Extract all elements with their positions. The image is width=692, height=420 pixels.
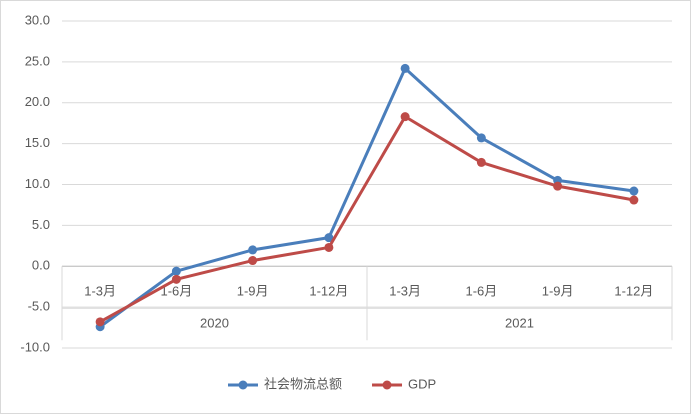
legend-marker (382, 380, 392, 390)
group-label: 2021 (505, 316, 534, 331)
legend-label: 社会物流总额 (264, 376, 342, 391)
data-point (95, 317, 105, 327)
y-tick-label: 25.0 (25, 53, 50, 68)
x-tick-label: 1-3月 (84, 284, 116, 299)
data-point (324, 233, 334, 243)
x-tick-label: 1-9月 (237, 284, 269, 299)
y-tick-label: 20.0 (25, 94, 50, 109)
y-tick-label: 30.0 (25, 12, 50, 27)
legend-marker (238, 380, 248, 390)
x-tick-label: 1-3月 (389, 284, 421, 299)
y-tick-label: 0.0 (32, 258, 50, 273)
data-point (476, 157, 486, 167)
data-point (400, 63, 410, 73)
y-tick-label: 5.0 (32, 217, 50, 232)
y-tick-label: -10.0 (20, 339, 50, 354)
data-point (248, 245, 258, 255)
data-point (324, 242, 334, 252)
data-point (171, 266, 181, 276)
data-point (476, 133, 486, 143)
y-tick-label: -5.0 (28, 299, 50, 314)
group-label: 2020 (200, 316, 229, 331)
data-point (400, 112, 410, 122)
data-point (629, 186, 639, 196)
series-line (99, 66, 635, 328)
data-point (553, 181, 563, 191)
legend-label: GDP (408, 376, 436, 391)
y-tick-label: 15.0 (25, 135, 50, 150)
x-tick-label: 1-12月 (309, 284, 348, 299)
x-tick-label: 1-6月 (465, 284, 497, 299)
x-tick-label: 1-12月 (614, 284, 653, 299)
data-point (171, 274, 181, 284)
y-tick-label: 10.0 (25, 176, 50, 191)
data-point (629, 195, 639, 205)
data-point (248, 256, 258, 266)
series-line (99, 115, 635, 324)
x-tick-label: 1-9月 (542, 284, 574, 299)
x-tick-label: 1-6月 (160, 284, 192, 299)
